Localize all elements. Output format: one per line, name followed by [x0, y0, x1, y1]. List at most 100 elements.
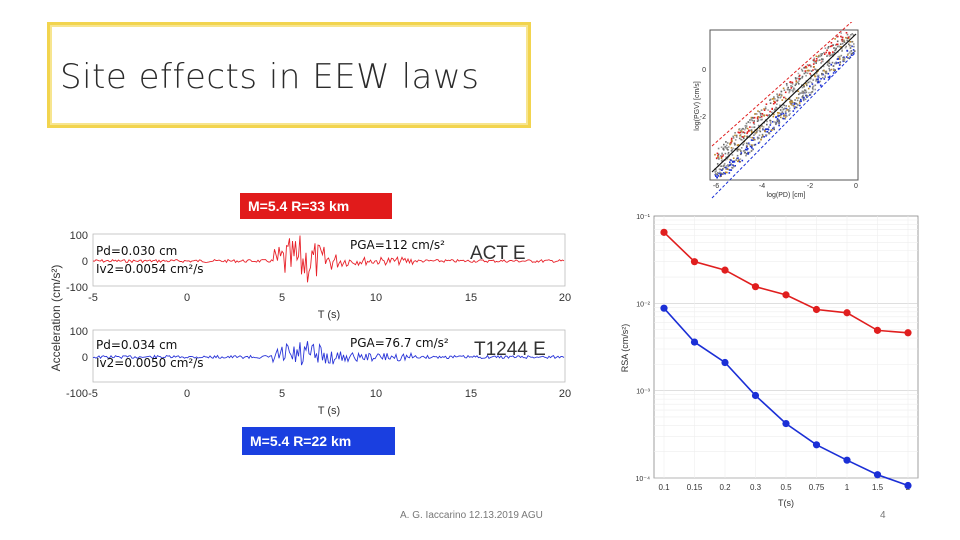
scatter-ytick-1: -2 — [700, 114, 706, 121]
scatter-point — [737, 160, 739, 163]
scatter-point — [815, 72, 818, 75]
scatter-point — [772, 127, 774, 130]
scatter-point — [756, 120, 759, 122]
trace1-xtick: 15 — [465, 292, 477, 304]
scatter-point — [843, 60, 846, 62]
scatter-point — [779, 112, 782, 115]
scatter-point — [795, 103, 798, 105]
scatter-point — [761, 118, 763, 121]
scatter-point — [776, 118, 779, 120]
scatter-point — [789, 101, 791, 103]
scatter-point — [842, 56, 844, 59]
scatter-point — [849, 47, 852, 49]
scatter-point — [763, 109, 766, 111]
scatter-point — [818, 76, 821, 79]
scatter-point — [769, 110, 771, 113]
scatter-point — [817, 74, 820, 77]
scatter-point — [745, 146, 748, 149]
scatter-point — [781, 99, 784, 101]
scatter-point — [749, 126, 751, 128]
scatter-point — [753, 126, 756, 128]
scatter-point — [804, 89, 806, 91]
scatter-point — [776, 95, 779, 97]
scatter-point — [811, 83, 814, 85]
scatter-point — [724, 152, 727, 155]
scatter-point — [813, 74, 816, 76]
scatter-point — [749, 136, 751, 139]
scatter-ylabel: log(PGV) [cm/s] — [694, 81, 701, 130]
scatter-point — [730, 147, 733, 149]
scatter-point — [754, 113, 756, 115]
scatter-point — [727, 151, 730, 154]
slide-footer: A. G. Iaccarino 12.13.2019 AGU — [400, 510, 543, 521]
scatter-point — [789, 81, 792, 83]
scatter-point — [738, 137, 741, 140]
scatter-point — [826, 64, 829, 66]
scatter-point — [852, 34, 855, 36]
scatter-point — [763, 108, 765, 110]
scatter-point — [724, 171, 727, 174]
scatter-point — [789, 107, 791, 109]
scatter-point — [739, 158, 742, 160]
scatter-point — [753, 123, 756, 125]
scatter-point — [832, 44, 834, 46]
scatter-point — [717, 156, 720, 159]
scatter-point — [850, 44, 852, 47]
rsa-ytick-label: 10⁻⁴ — [636, 476, 651, 483]
scatter-point — [768, 132, 770, 134]
scatter-point — [816, 81, 819, 84]
scatter-point — [826, 72, 828, 75]
scatter-point — [757, 119, 760, 121]
scatter-point — [723, 149, 725, 151]
scatter-point — [730, 159, 732, 161]
scatter-point — [850, 50, 853, 52]
scatter-point — [828, 67, 830, 70]
scatter-point — [814, 60, 817, 63]
slide-title: Site effects in EEW laws — [60, 57, 480, 97]
scatter-point — [724, 172, 726, 175]
scatter-point — [812, 63, 815, 65]
scatter-point — [761, 113, 764, 115]
scatter-point — [838, 55, 840, 58]
scatter-xtick-3: 0 — [854, 183, 858, 190]
scatter-point — [769, 102, 772, 104]
scatter-point — [824, 47, 827, 49]
scatter-point — [801, 86, 804, 89]
scatter-point — [736, 144, 739, 146]
scatter-point — [750, 118, 752, 121]
scatter-point — [761, 136, 763, 139]
scatter-point — [759, 127, 761, 130]
scatter-point — [770, 130, 772, 132]
scatter-point — [730, 139, 733, 141]
scatter-point — [740, 130, 743, 132]
scatter-point — [784, 91, 787, 94]
scatter-point — [799, 92, 801, 94]
trace1-xtick: 20 — [559, 292, 571, 304]
scatter-point — [777, 115, 779, 118]
scatter-point — [754, 143, 757, 146]
scatter-point — [747, 148, 749, 150]
scatter-point — [802, 96, 805, 99]
scatter-point — [729, 161, 731, 163]
scatter-point — [777, 121, 780, 124]
scatter-point — [734, 143, 736, 146]
scatter-point — [769, 124, 772, 126]
rsa-series-group — [660, 228, 912, 490]
scatter-point — [831, 53, 834, 55]
scatter-point — [804, 70, 807, 72]
scatter-point — [830, 42, 833, 44]
scatter-point — [750, 150, 753, 152]
scatter-point — [744, 128, 746, 131]
scatter-point — [752, 116, 754, 119]
scatter-point — [742, 150, 745, 152]
scatter-point — [777, 96, 779, 99]
scatter-point — [757, 110, 759, 112]
scatter-point — [726, 168, 729, 170]
scatter-point — [808, 69, 811, 72]
scatter-point — [780, 93, 783, 96]
rsa-ylabel: RSA (cm/s²) — [620, 324, 630, 373]
scatter-point — [835, 48, 837, 51]
scatter-point — [749, 129, 752, 132]
rsa-point-blue — [721, 358, 729, 367]
scatter-point — [784, 110, 787, 113]
